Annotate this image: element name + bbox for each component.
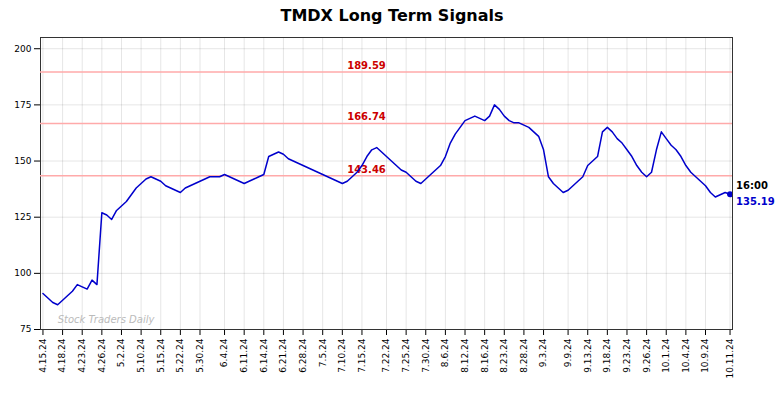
svg-text:7.10.24: 7.10.24 [337,338,347,373]
svg-text:5.15.24: 5.15.24 [156,338,166,373]
svg-text:135.19: 135.19 [736,196,775,207]
svg-text:6.11.24: 6.11.24 [239,338,249,373]
svg-text:8.16.24: 8.16.24 [480,338,490,373]
svg-text:9.9.24: 9.9.24 [563,338,573,367]
svg-text:5.30.24: 5.30.24 [195,338,205,373]
svg-text:9.18.24: 9.18.24 [602,338,612,373]
svg-text:189.59: 189.59 [347,60,386,71]
svg-text:7.30.24: 7.30.24 [421,338,431,373]
html-text:TMDX Long Term Signals: TMDX Long Term Signals [280,6,504,25]
svg-text:8.28.24: 8.28.24 [519,338,529,373]
svg-text:10.9.24: 10.9.24 [700,338,710,373]
svg-text:7.22.24: 7.22.24 [381,338,391,373]
svg-text:175: 175 [14,100,31,110]
svg-text:8.6.24: 8.6.24 [440,338,450,367]
svg-text:6.14.24: 6.14.24 [259,338,269,373]
svg-text:75: 75 [20,324,31,334]
svg-text:10.1.24: 10.1.24 [661,338,671,373]
svg-text:4.23.24: 4.23.24 [77,338,87,373]
svg-text:9.3.24: 9.3.24 [538,338,548,367]
svg-text:143.46: 143.46 [347,164,386,175]
svg-text:7.5.24: 7.5.24 [318,338,328,367]
svg-text:166.74: 166.74 [347,111,386,122]
svg-text:150: 150 [14,156,31,166]
svg-text:Stock Traders Daily: Stock Traders Daily [58,314,156,325]
svg-text:8.12.24: 8.12.24 [460,338,470,373]
svg-text:4.26.24: 4.26.24 [97,338,107,373]
svg-text:16:00: 16:00 [736,180,768,191]
svg-text:6.4.24: 6.4.24 [219,338,229,367]
svg-text:9.23.24: 9.23.24 [622,338,632,373]
svg-text:6.28.24: 6.28.24 [298,338,308,373]
svg-text:9.26.24: 9.26.24 [641,338,651,373]
svg-text:4.18.24: 4.18.24 [57,338,67,373]
svg-text:10.11.24: 10.11.24 [725,338,735,378]
svg-text:6.21.24: 6.21.24 [278,338,288,373]
svg-text:5.22.24: 5.22.24 [175,338,185,373]
svg-text:10.4.24: 10.4.24 [681,338,691,373]
svg-text:5.2.24: 5.2.24 [116,338,126,367]
svg-text:100: 100 [14,268,31,278]
svg-text:5.10.24: 5.10.24 [136,338,146,373]
svg-text:200: 200 [14,44,31,54]
svg-text:8.23.24: 8.23.24 [499,338,509,373]
svg-text:9.13.24: 9.13.24 [583,338,593,373]
svg-text:4.15.24: 4.15.24 [38,338,48,373]
svg-text:7.25.24: 7.25.24 [401,338,411,373]
svg-text:125: 125 [14,212,31,222]
svg-text:7.15.24: 7.15.24 [357,338,367,373]
